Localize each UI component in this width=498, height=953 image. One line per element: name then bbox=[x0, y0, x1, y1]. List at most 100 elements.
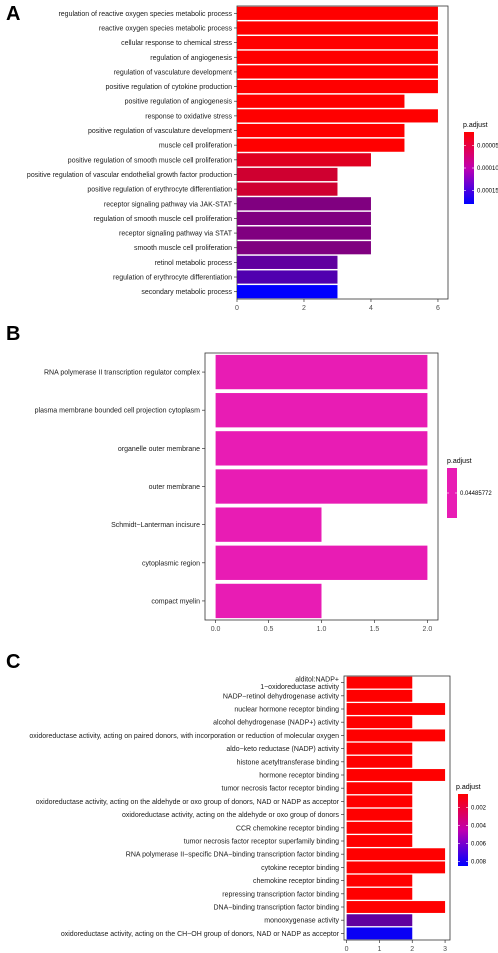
y-tick-label: cellular response to chemical stress bbox=[121, 40, 232, 47]
panel-a-chart: regulation of reactive oxygen species me… bbox=[27, 5, 498, 312]
bar bbox=[346, 901, 446, 913]
y-tick-label: positive regulation of smooth muscle cel… bbox=[68, 157, 232, 164]
bar bbox=[346, 861, 446, 874]
bar bbox=[346, 703, 446, 715]
bar bbox=[237, 226, 371, 240]
bar bbox=[346, 742, 413, 755]
bar bbox=[237, 211, 371, 226]
y-tick-label: alcohol dehydrogenase (NADP+) activity bbox=[213, 720, 339, 727]
bar bbox=[237, 197, 371, 211]
bar bbox=[215, 545, 428, 580]
y-tick-label: monooxygenase activity bbox=[264, 918, 339, 925]
y-tick-label: regulation of smooth muscle cell prolife… bbox=[93, 216, 232, 223]
panel-letter-c: C bbox=[6, 651, 20, 673]
y-tick-label: positive regulation of cytokine producti… bbox=[106, 84, 233, 91]
bar bbox=[237, 138, 405, 152]
x-tick-label: 3 bbox=[443, 946, 447, 953]
y-tick-label: retinol metabolic process bbox=[155, 260, 233, 267]
bar bbox=[237, 50, 438, 64]
bar bbox=[346, 821, 413, 834]
x-tick-label: 2.0 bbox=[423, 626, 433, 633]
x-tick-label: 0.5 bbox=[264, 626, 274, 633]
legend-label: 0.006 bbox=[471, 842, 487, 848]
legend-colorbar bbox=[447, 468, 457, 518]
bar bbox=[346, 874, 413, 887]
y-tick-label: positive regulation of erythrocyte diffe… bbox=[87, 187, 232, 194]
y-tick-label: regulation of angiogenesis bbox=[150, 55, 232, 62]
legend-label: 0.04485772 bbox=[460, 491, 492, 497]
y-tick-label: regulation of erythrocyte differentiatio… bbox=[113, 275, 232, 282]
bar bbox=[215, 507, 322, 542]
legend-colorbar bbox=[458, 794, 468, 866]
x-tick-label: 1 bbox=[377, 946, 381, 953]
y-tick-label: regulation of vasculature development bbox=[114, 69, 232, 76]
bar bbox=[215, 393, 428, 428]
panel-c-chart: alditol:NADP+ 1−oxidoreductase activity NA… bbox=[29, 675, 487, 953]
bar bbox=[237, 182, 338, 196]
legend-label: 0.00015 bbox=[477, 189, 498, 195]
x-tick-label: 6 bbox=[436, 305, 440, 312]
y-tick-label: oxidoreductase activity, acting on the a… bbox=[122, 812, 340, 819]
y-tick-label: plasma membrane bounded cell projection … bbox=[35, 408, 201, 415]
bar bbox=[237, 255, 338, 269]
bar bbox=[346, 914, 413, 927]
bar bbox=[237, 6, 438, 20]
bar bbox=[346, 782, 413, 795]
y-tick-label: secondary metabolic process bbox=[141, 289, 232, 296]
y-tick-label: positive regulation of angiogenesis bbox=[125, 99, 233, 106]
y-tick-label: nuclear hormone receptor binding bbox=[234, 707, 339, 714]
x-tick-label: 2 bbox=[410, 946, 414, 953]
y-tick-label: positive regulation of vasculature devel… bbox=[88, 128, 232, 135]
legend-title: p.adjust bbox=[456, 784, 481, 791]
y-tick-label: cytokine receptor binding bbox=[261, 865, 339, 872]
x-tick-label: 1.0 bbox=[317, 626, 327, 633]
y-tick-label: oxidoreductase activity, acting on the C… bbox=[61, 931, 340, 938]
bar bbox=[346, 927, 413, 940]
bar bbox=[237, 109, 438, 123]
bar bbox=[237, 94, 405, 108]
y-tick-label: CCR chemokine receptor binding bbox=[236, 825, 339, 832]
y-tick-label: aldo−keto reductase (NADP) activity bbox=[226, 746, 339, 753]
y-tick-label: RNA polymerase II transcription regulato… bbox=[44, 370, 201, 377]
bar bbox=[346, 716, 413, 729]
y-tick-label: response to oxidative stress bbox=[145, 113, 232, 120]
x-tick-label: 1.5 bbox=[370, 626, 380, 633]
legend-label: 0.004 bbox=[471, 824, 487, 830]
y-tick-label: outer membrane bbox=[149, 484, 200, 491]
y-tick-label: hormone receptor binding bbox=[259, 773, 339, 780]
bar bbox=[237, 241, 371, 255]
y-tick-label: Schmidt−Lanterman incisure bbox=[111, 522, 200, 529]
legend-title: p.adjust bbox=[463, 122, 488, 129]
panel-letter-b: B bbox=[6, 323, 20, 345]
legend-label: 0.00005 bbox=[477, 144, 498, 150]
x-tick-label: 2 bbox=[302, 305, 306, 312]
y-tick-label: muscle cell proliferation bbox=[159, 143, 232, 150]
bar bbox=[346, 676, 413, 689]
x-tick-label: 0 bbox=[235, 305, 239, 312]
y-tick-label: tumor necrosis factor receptor binding bbox=[222, 786, 340, 793]
y-tick-label: regulation of reactive oxygen species me… bbox=[58, 11, 232, 18]
bar bbox=[237, 123, 405, 138]
bar bbox=[237, 285, 338, 299]
y-tick-label: alditol:NADP+ 1−oxidoreductase activity bbox=[260, 676, 339, 691]
y-tick-label: cytoplasmic region bbox=[142, 560, 200, 567]
bar bbox=[237, 36, 438, 50]
bar bbox=[346, 689, 413, 702]
x-tick-label: 0.0 bbox=[211, 626, 221, 633]
legend-label: 0.00010 bbox=[477, 166, 498, 172]
legend-colorbar bbox=[464, 132, 474, 204]
bar bbox=[237, 270, 338, 284]
bar bbox=[237, 153, 371, 167]
plot-panel bbox=[343, 675, 451, 941]
bar bbox=[346, 795, 413, 808]
x-tick-label: 0 bbox=[345, 946, 349, 953]
legend-title: p.adjust bbox=[447, 458, 472, 465]
y-tick-label: histone acetyltransferase binding bbox=[237, 759, 339, 766]
y-tick-label: smooth muscle cell proliferation bbox=[134, 245, 232, 252]
y-tick-label: oxidoreductase activity, acting on the a… bbox=[36, 799, 340, 806]
y-tick-label: tumor necrosis factor receptor superfami… bbox=[184, 839, 339, 846]
y-tick-label: chemokine receptor binding bbox=[253, 878, 339, 885]
panel-letter-a: A bbox=[6, 3, 20, 25]
y-tick-label: repressing transcription factor binding bbox=[222, 891, 339, 898]
